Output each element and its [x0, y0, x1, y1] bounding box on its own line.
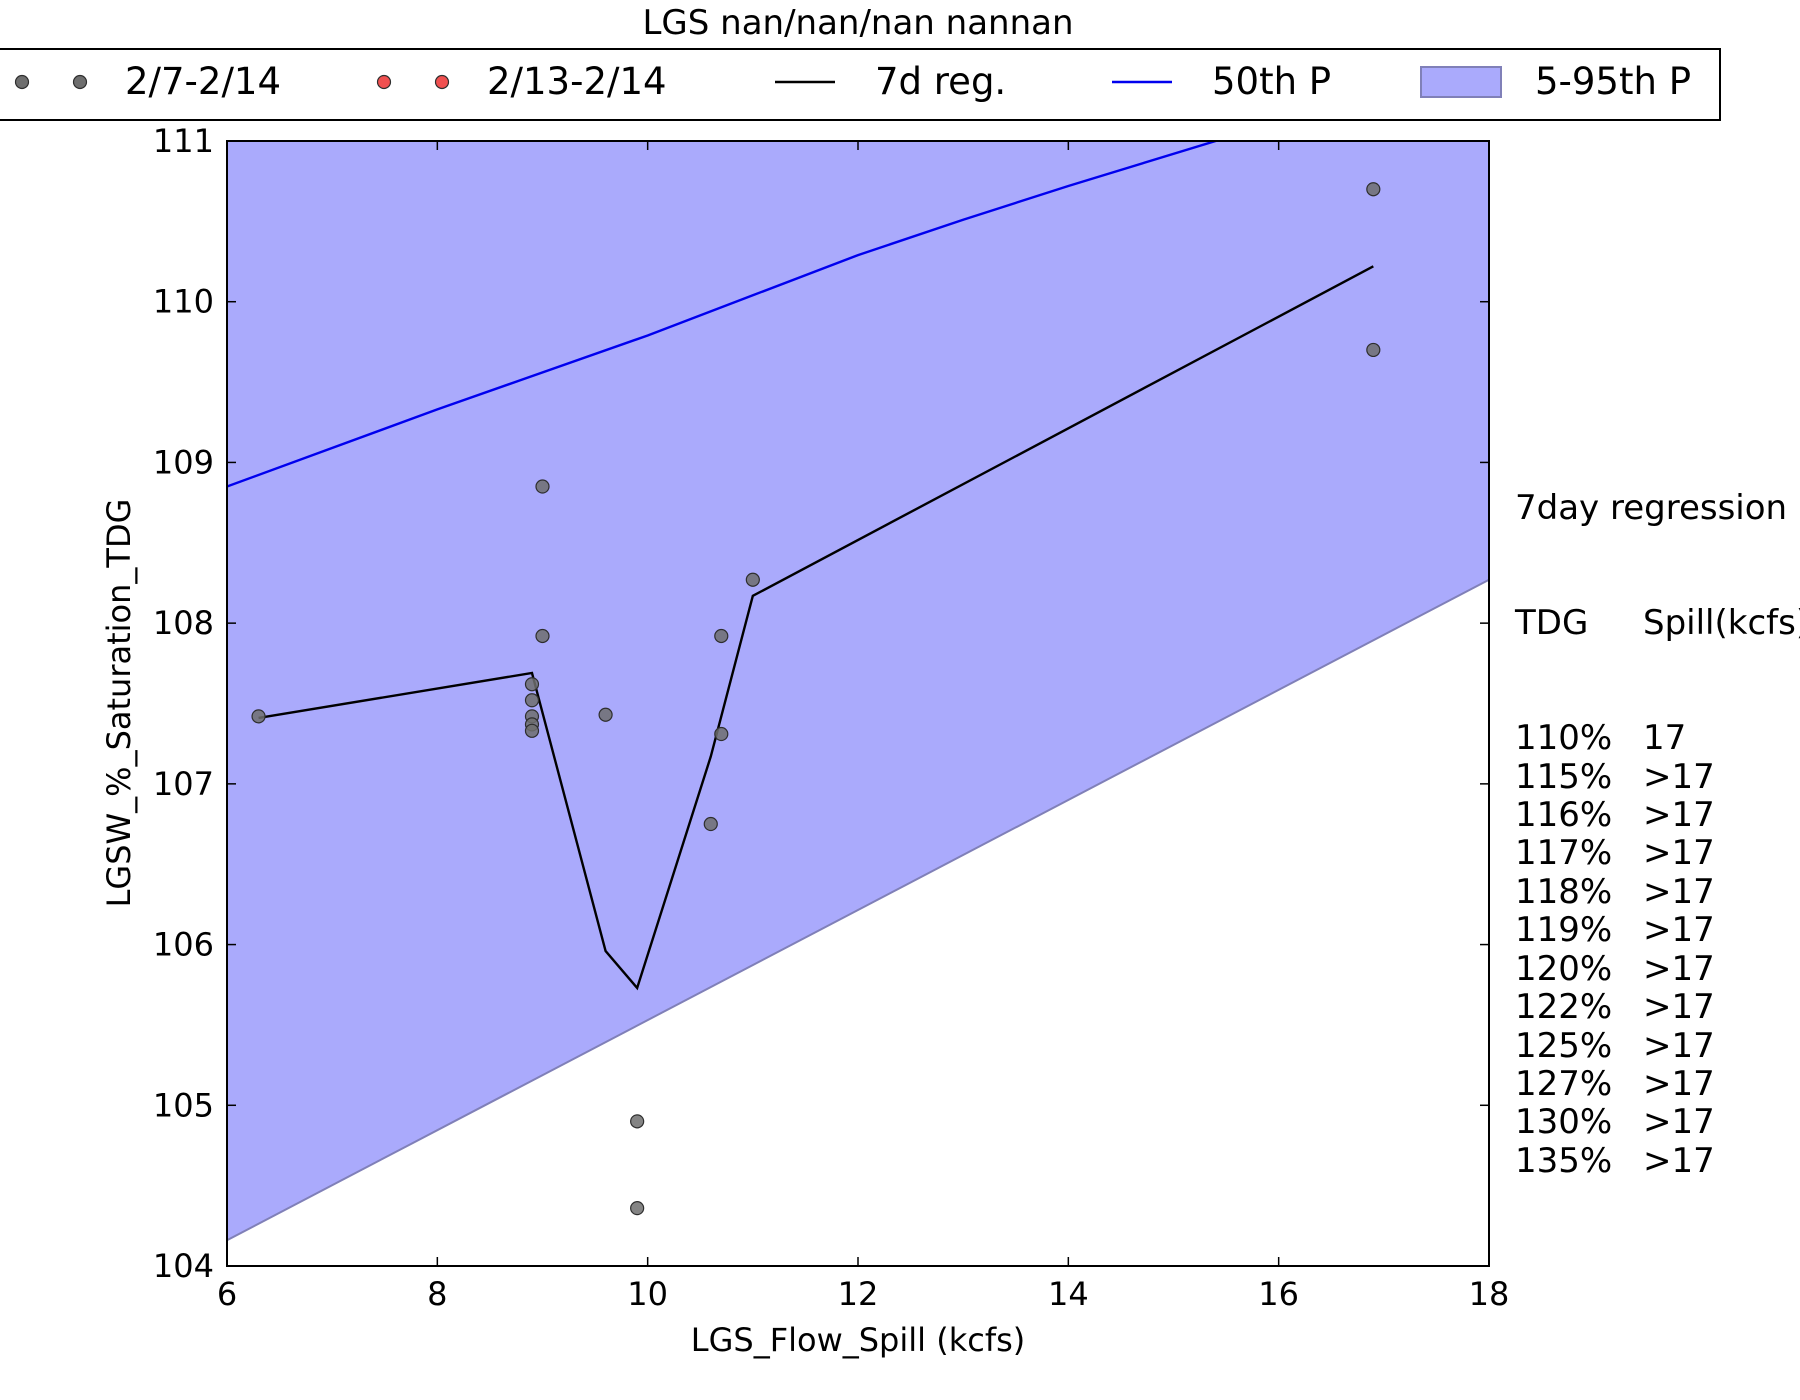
x-tick-label: 14	[1048, 1275, 1089, 1313]
regression-table-row: 125% >17	[1515, 1025, 1800, 1066]
regression-line	[258, 265, 1374, 991]
spill-value: >17	[1643, 871, 1715, 912]
data-point	[703, 816, 718, 832]
regression-table-row: 118% >17	[1515, 871, 1800, 912]
data-point	[535, 479, 550, 494]
legend: 2/7-2/14 2/13-2/14 7d reg. 50th P 5-95th P	[0, 48, 1721, 121]
tdg-value: 117%	[1515, 833, 1613, 874]
y-tick-label: 110	[153, 283, 214, 321]
header-tdg: TDG	[1515, 603, 1589, 644]
y-tick-label: 108	[153, 604, 214, 642]
tdg-value: 122%	[1515, 987, 1613, 1028]
tdg-value: 119%	[1515, 910, 1613, 951]
regression-table-row: 120% >17	[1515, 948, 1800, 989]
legend-label: 7d reg.	[875, 60, 1006, 103]
regression-table-row: 117% >17	[1515, 833, 1800, 874]
regression-table-row: 122% >17	[1515, 987, 1800, 1028]
tdg-value: 120%	[1515, 948, 1613, 989]
data-point	[714, 726, 729, 742]
tdg-value: 130%	[1515, 1102, 1613, 1143]
regression-table-row: 119% >17	[1515, 910, 1800, 951]
x-axis-label: LGS_Flow_Spill (kcfs)	[691, 1321, 1025, 1359]
data-point	[745, 572, 760, 587]
spill-value: >17	[1643, 1102, 1715, 1143]
legend-marker	[72, 74, 88, 90]
spill-value: >17	[1643, 1025, 1715, 1066]
data-point	[535, 628, 550, 644]
legend-label: 2/13-2/14	[487, 60, 667, 103]
regression-table-title: 7day regression	[1515, 487, 1788, 528]
x-tick-label: 12	[838, 1275, 879, 1313]
legend-patch	[1420, 66, 1502, 98]
median-line	[227, 141, 1220, 488]
data-point	[598, 707, 613, 722]
data-point	[251, 709, 266, 724]
data-point	[1366, 182, 1381, 197]
tdg-value: 116%	[1515, 795, 1613, 836]
legend-marker	[14, 74, 30, 90]
regression-table-row: 110% 17	[1515, 718, 1800, 759]
y-tick-label: 105	[153, 1086, 214, 1124]
x-tick-label: 8	[427, 1275, 447, 1313]
spill-value: >17	[1643, 1063, 1715, 1104]
spill-value: >17	[1643, 910, 1715, 951]
spill-value: >17	[1643, 833, 1715, 874]
spill-value: >17	[1643, 1140, 1715, 1181]
data-point	[524, 723, 540, 738]
regression-table-row: 116% >17	[1515, 795, 1800, 836]
spill-value: >17	[1643, 948, 1715, 989]
data-point	[630, 1114, 645, 1129]
regression-table-row: 127% >17	[1515, 1063, 1800, 1104]
legend-label: 5-95th P	[1535, 60, 1691, 103]
y-tick-label: 104	[153, 1247, 214, 1285]
regression-table-header: TDG Spill(kcfs)	[1515, 603, 1800, 644]
spill-value: >17	[1643, 987, 1715, 1028]
chart-title: LGS nan/nan/nan nannan	[642, 3, 1073, 43]
data-point	[1366, 342, 1381, 358]
spill-value: 17	[1643, 718, 1687, 759]
tdg-value: 127%	[1515, 1063, 1613, 1104]
regression-table-row: 115% >17	[1515, 756, 1800, 797]
legend-label: 2/7-2/14	[125, 60, 281, 103]
y-tick-label: 109	[153, 443, 214, 481]
band-lower-edge	[227, 578, 1489, 1242]
x-tick-label: 6	[217, 1275, 237, 1313]
x-tick-label: 10	[627, 1275, 668, 1313]
regression-table: 7day regression TDG Spill(kcfs) 110% 17 11…	[1515, 412, 1800, 1219]
header-spill: Spill(kcfs)	[1643, 603, 1800, 644]
tdg-value: 135%	[1515, 1140, 1613, 1181]
percentile-band	[227, 141, 1489, 1241]
data-point	[714, 628, 729, 644]
spill-value: >17	[1643, 795, 1715, 836]
x-tick-label: 16	[1258, 1275, 1299, 1313]
tdg-value: 125%	[1515, 1025, 1613, 1066]
y-tick-label: 107	[153, 765, 214, 803]
tdg-value: 118%	[1515, 871, 1613, 912]
regression-table-row: 135% >17	[1515, 1140, 1800, 1181]
legend-marker	[376, 74, 392, 90]
regression-table-row: 130% >17	[1515, 1102, 1800, 1143]
spill-value: >17	[1643, 756, 1715, 797]
tdg-value: 110%	[1515, 718, 1613, 759]
y-axis-label: LGSW_%_Saturation_TDG	[100, 499, 138, 908]
legend-marker	[434, 74, 450, 90]
data-point	[630, 1201, 645, 1216]
y-tick-label: 111	[153, 122, 214, 160]
legend-label: 50th P	[1212, 60, 1331, 103]
y-tick-label: 106	[153, 926, 214, 964]
tdg-value: 115%	[1515, 756, 1613, 797]
x-tick-label: 18	[1469, 1275, 1510, 1313]
data-point	[524, 693, 540, 708]
data-point	[524, 677, 540, 692]
